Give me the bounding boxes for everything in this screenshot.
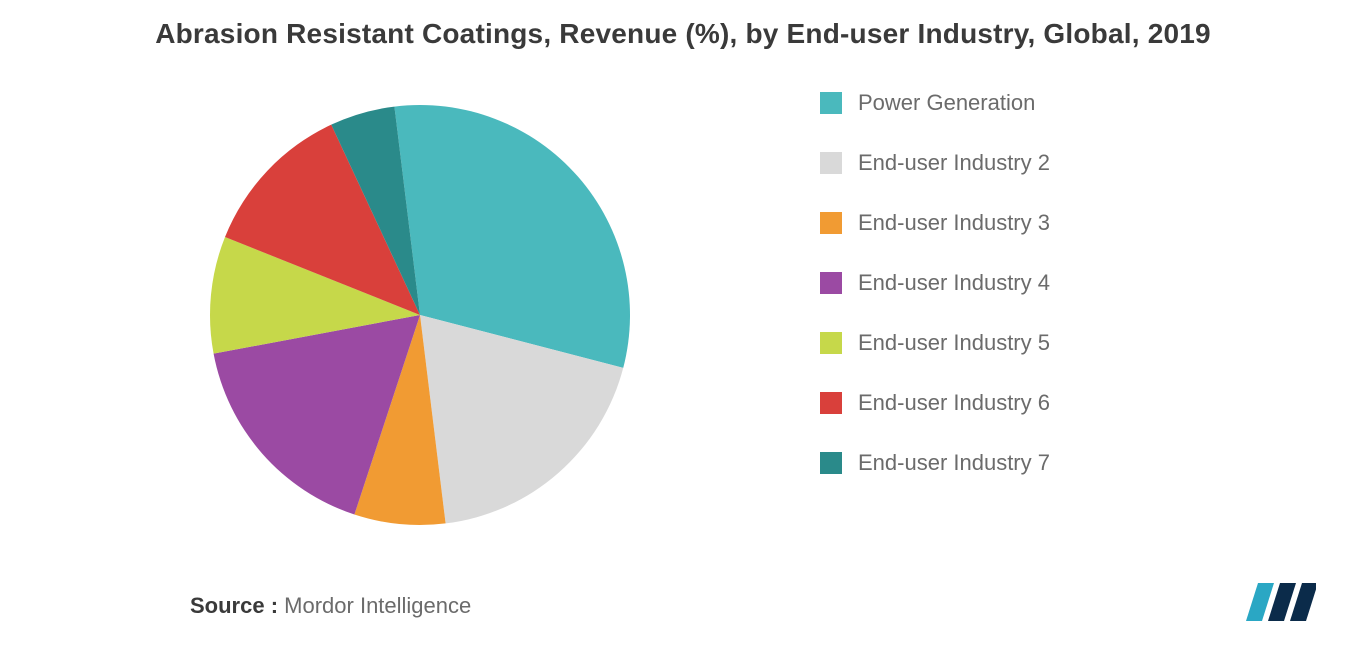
- legend-swatch: [820, 332, 842, 354]
- legend-label: Power Generation: [858, 90, 1035, 116]
- legend-label: End-user Industry 3: [858, 210, 1050, 236]
- legend: Power Generation End-user Industry 2 End-u…: [820, 90, 1240, 510]
- chart-title: Abrasion Resistant Coatings, Revenue (%)…: [0, 18, 1366, 50]
- brand-logo: [1246, 581, 1316, 625]
- chart-frame: { "title": "Abrasion Resistant Coatings,…: [0, 0, 1366, 655]
- legend-swatch: [820, 212, 842, 234]
- legend-swatch: [820, 152, 842, 174]
- legend-item-6: End-user Industry 7: [820, 450, 1240, 476]
- legend-item-5: End-user Industry 6: [820, 390, 1240, 416]
- legend-swatch: [820, 92, 842, 114]
- legend-item-3: End-user Industry 4: [820, 270, 1240, 296]
- legend-label: End-user Industry 6: [858, 390, 1050, 416]
- legend-label: End-user Industry 7: [858, 450, 1050, 476]
- source-key: Source :: [190, 593, 278, 618]
- legend-swatch: [820, 272, 842, 294]
- legend-swatch: [820, 452, 842, 474]
- legend-label: End-user Industry 4: [858, 270, 1050, 296]
- legend-item-2: End-user Industry 3: [820, 210, 1240, 236]
- legend-label: End-user Industry 5: [858, 330, 1050, 356]
- legend-item-0: Power Generation: [820, 90, 1240, 116]
- pie-svg: [140, 80, 700, 550]
- legend-item-4: End-user Industry 5: [820, 330, 1240, 356]
- legend-swatch: [820, 392, 842, 414]
- brand-logo-svg: [1246, 581, 1316, 625]
- legend-item-1: End-user Industry 2: [820, 150, 1240, 176]
- pie-chart: [140, 80, 700, 550]
- legend-label: End-user Industry 2: [858, 150, 1050, 176]
- source-value: Mordor Intelligence: [284, 593, 471, 618]
- source-line: Source : Mordor Intelligence: [190, 593, 471, 619]
